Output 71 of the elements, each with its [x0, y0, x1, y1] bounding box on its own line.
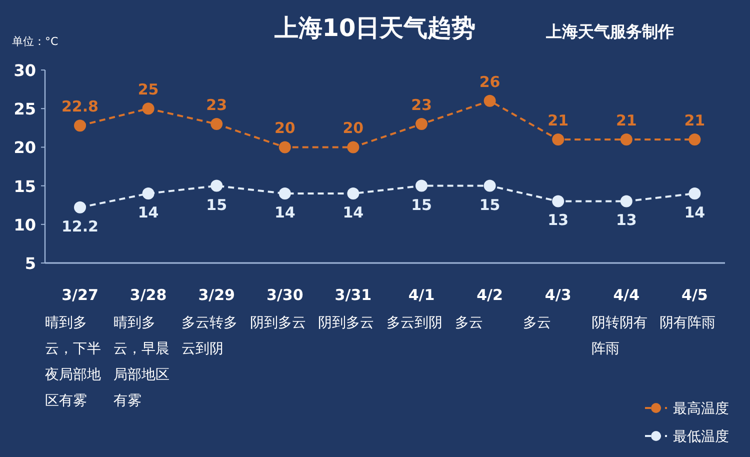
data-label: 14: [138, 204, 159, 222]
point: [74, 201, 86, 214]
data-label: 13: [616, 211, 637, 230]
data-label: 23: [206, 96, 228, 114]
point: [620, 133, 632, 146]
text: 阴有阵雨: [660, 314, 717, 333]
point: [347, 188, 360, 200]
point: [142, 102, 154, 115]
text: 晴到多云，下半夜局部地区有雾: [45, 314, 102, 411]
point: [278, 141, 291, 154]
point: [210, 180, 223, 192]
y-tick-label: 20: [14, 138, 36, 158]
data-label: 14: [342, 204, 364, 222]
point: [278, 188, 291, 200]
data-label: 15: [411, 196, 432, 214]
x-tick-label: 3/27: [62, 286, 98, 304]
data-label: 12.2: [61, 217, 99, 236]
y-tick-label: 25: [14, 100, 36, 119]
x-tick-label: 3/28: [130, 286, 167, 304]
legend-label: 最高温度: [673, 401, 729, 417]
point: [552, 133, 564, 146]
text: 多云: [454, 314, 484, 333]
y-tick-label: 30: [14, 61, 36, 80]
point: [210, 118, 223, 130]
point: [347, 141, 360, 154]
data-label: 21: [616, 111, 637, 130]
data-label: 20: [342, 119, 364, 138]
legend-label: 最低温度: [673, 429, 729, 445]
x-tick-label: 4/4: [613, 286, 640, 304]
text: 多云转多云到阴: [182, 314, 239, 359]
data-label: 15: [479, 196, 500, 214]
data-label: 26: [479, 72, 500, 91]
point: [688, 188, 701, 200]
text: 阴转阴有阵雨: [591, 314, 648, 359]
data-label: 25: [138, 80, 159, 99]
data-label: 14: [274, 204, 296, 222]
point: [552, 195, 564, 208]
text: 晴到多云，早晨局部地区有雾: [113, 314, 170, 411]
point: [142, 188, 154, 200]
point: [416, 180, 428, 192]
text: 多云: [523, 314, 552, 333]
data-label: 13: [548, 211, 569, 230]
data-label: 22.8: [61, 98, 99, 116]
x-tick-label: 3/30: [266, 286, 304, 304]
data-label: 21: [684, 111, 706, 130]
point: [620, 195, 632, 208]
data-label: 21: [548, 111, 569, 130]
chart-title: 上海10日天气趋势: [273, 14, 476, 42]
point: [484, 180, 496, 192]
point: [484, 94, 496, 107]
y-axis-title: 单位：°C: [12, 35, 58, 48]
x-tick-label: 4/5: [682, 286, 708, 304]
text: 多云到阴: [386, 314, 444, 333]
point: [688, 133, 701, 146]
data-label: 20: [274, 119, 296, 138]
point: [416, 118, 428, 130]
x-tick-label: 4/2: [476, 286, 503, 304]
x-tick-label: 3/31: [334, 286, 372, 304]
data-label: 23: [411, 96, 432, 114]
x-tick-label: 3/29: [198, 286, 235, 304]
chart-subtitle: 上海天气服务制作: [545, 22, 674, 41]
data-label: 15: [206, 196, 228, 214]
y-tick-label: 5: [24, 254, 36, 273]
text: 阴到多云: [250, 314, 307, 333]
x-tick-label: 4/1: [408, 286, 435, 304]
y-tick-label: 10: [14, 215, 36, 234]
x-tick-label: 4/3: [544, 286, 572, 304]
point: [74, 120, 86, 132]
data-label: 14: [684, 204, 706, 222]
text: 阴到多云: [318, 314, 376, 333]
y-tick-label: 15: [14, 176, 36, 196]
